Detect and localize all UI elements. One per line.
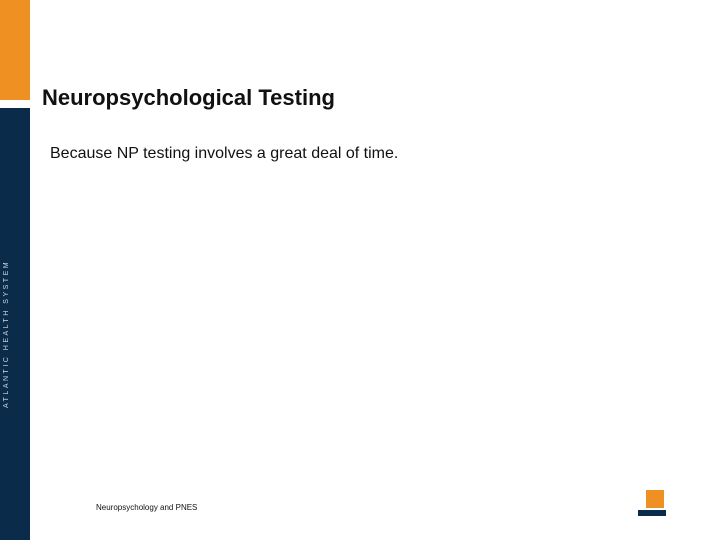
slide-title: Neuropsychological Testing xyxy=(42,85,335,111)
left-navy-bar: ATLANTIC HEALTH SYSTEM xyxy=(0,108,30,540)
logo-navy-bar xyxy=(638,510,666,516)
logo-orange-square xyxy=(646,490,664,508)
left-orange-bar xyxy=(0,0,30,100)
logo-mark xyxy=(638,490,664,516)
vertical-brand-text: ATLANTIC HEALTH SYSTEM xyxy=(3,260,10,408)
slide-body-text: Because NP testing involves a great deal… xyxy=(50,145,398,163)
slide: ATLANTIC HEALTH SYSTEM Neuropsychologica… xyxy=(0,0,720,540)
footer-text: Neuropsychology and PNES xyxy=(96,503,197,512)
